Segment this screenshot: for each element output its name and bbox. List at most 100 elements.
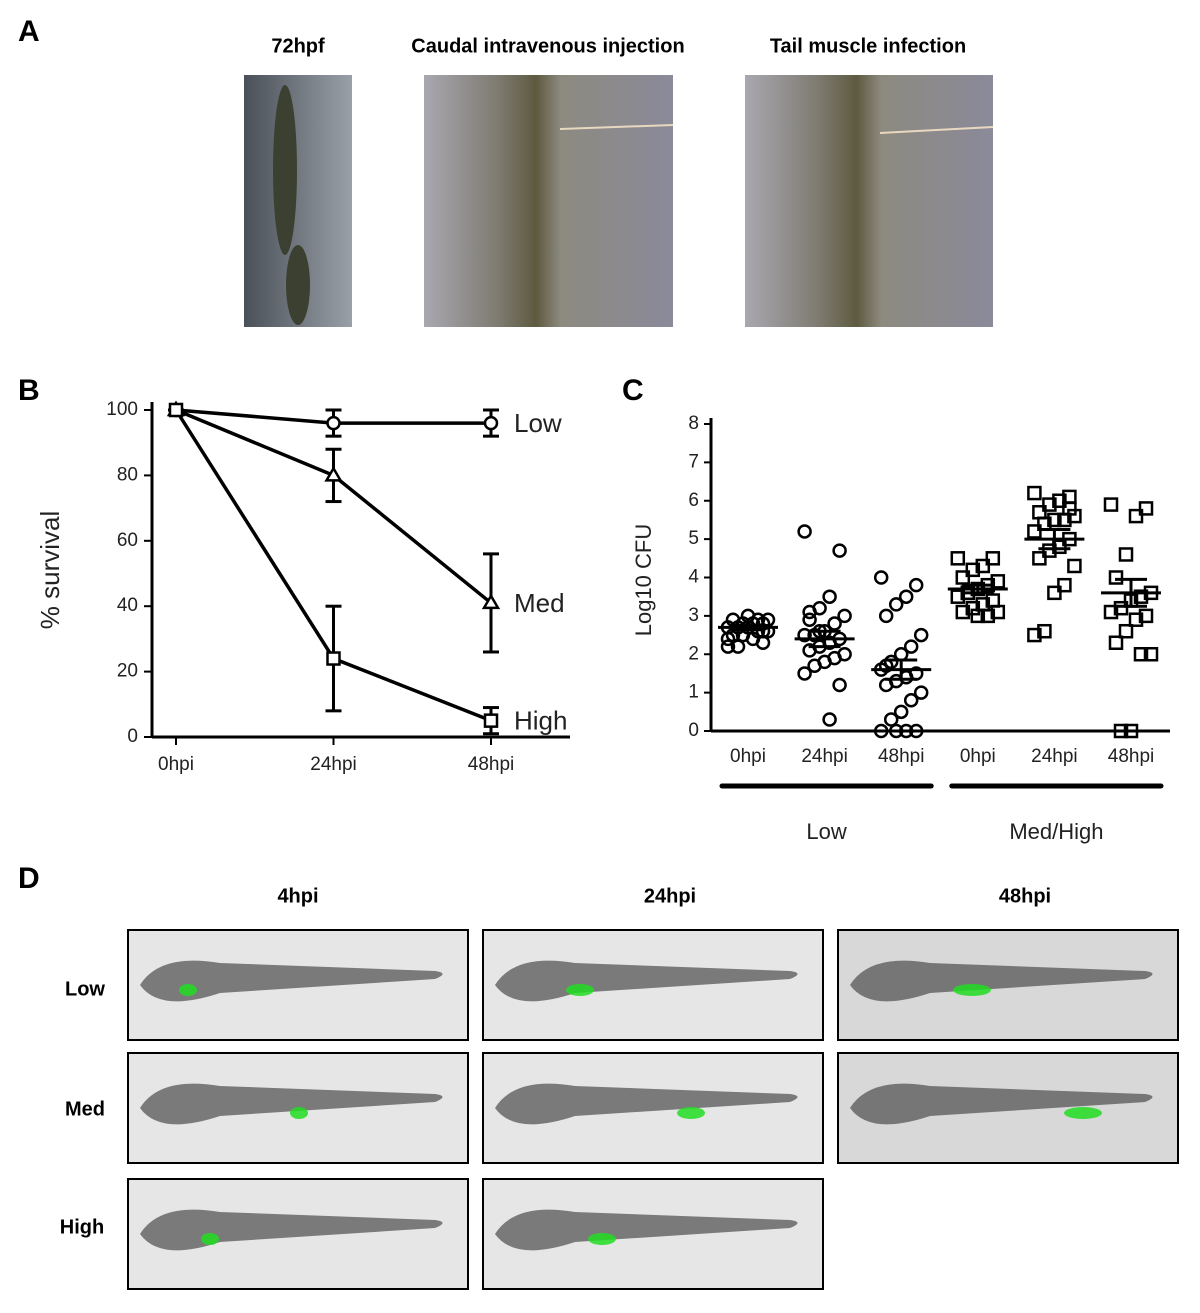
point [822, 589, 837, 604]
panel-letter: A [18, 15, 40, 48]
marker [326, 415, 341, 431]
point [730, 639, 746, 654]
x-tick-label: 48hpi [1108, 746, 1155, 767]
point [802, 643, 817, 658]
photo-detail [1064, 1107, 1102, 1119]
y-tick-label: 100 [106, 399, 138, 420]
y-tick-label: 1 [688, 682, 699, 703]
point [802, 612, 817, 627]
point [1067, 558, 1082, 574]
row-title: High [60, 1216, 104, 1238]
point [980, 608, 996, 624]
point [990, 604, 1006, 620]
point [802, 604, 817, 620]
point [760, 612, 776, 627]
point [1027, 627, 1042, 643]
point [893, 704, 909, 720]
point [913, 627, 929, 643]
x-tick-label: 0hpi [730, 746, 766, 767]
point [1133, 589, 1149, 604]
point [913, 685, 929, 700]
point [903, 639, 919, 654]
point [1108, 570, 1124, 585]
photo-detail [850, 960, 1153, 1002]
column-title: 24hpi [644, 885, 696, 907]
x-tick-label: 48hpi [468, 754, 515, 775]
point [888, 723, 904, 739]
photo-detail [290, 1107, 308, 1119]
point [975, 558, 991, 574]
point [888, 597, 904, 612]
column-title: 4hpi [277, 885, 318, 907]
series-label: Low [514, 408, 562, 438]
photo-detail [179, 984, 197, 996]
y-tick-label: 2 [688, 643, 699, 664]
point [908, 723, 924, 739]
point [1032, 551, 1047, 566]
photo-detail [273, 85, 297, 255]
point [1108, 635, 1124, 650]
point [797, 627, 812, 643]
point [807, 658, 822, 674]
point [797, 524, 812, 539]
image-title: 72hpf [271, 35, 325, 57]
point [985, 551, 1001, 566]
point [990, 574, 1006, 589]
point [883, 712, 899, 727]
x-tick-label: 24hpi [310, 754, 357, 775]
marker [483, 415, 499, 431]
y-tick-label: 40 [117, 595, 138, 616]
x-tick-label: 0hpi [158, 754, 194, 775]
marker [324, 465, 343, 482]
point [1103, 604, 1119, 620]
point [740, 608, 756, 624]
image-title: Tail muscle infection [770, 35, 966, 57]
marker [326, 651, 341, 666]
point [1143, 647, 1159, 662]
y-tick-label: 7 [688, 451, 699, 472]
point [950, 589, 966, 604]
series-label: High [514, 706, 567, 736]
point [1103, 497, 1119, 512]
x-tick-label: 48hpi [878, 746, 925, 767]
point [878, 608, 894, 624]
panel-letter: D [18, 862, 40, 895]
point [1047, 585, 1062, 601]
point [903, 693, 919, 708]
row-title: Low [65, 978, 105, 1000]
y-tick-label: 0 [127, 726, 138, 747]
panel-letter: C [622, 374, 644, 407]
point [720, 639, 736, 654]
photo-detail [495, 1083, 798, 1125]
photo [745, 75, 993, 327]
point [1052, 493, 1067, 508]
series-line [175, 408, 493, 605]
photo-detail [286, 245, 310, 325]
photo [424, 75, 673, 327]
point [1113, 600, 1129, 616]
x-tick-label: 24hpi [1031, 746, 1078, 767]
y-axis-label: Log10 CFU [631, 524, 656, 637]
point [1118, 547, 1134, 562]
y-tick-label: 5 [688, 528, 699, 549]
point [873, 570, 889, 585]
photo-detail [495, 1209, 798, 1251]
point [1113, 723, 1129, 739]
column-title: 48hpi [999, 885, 1051, 907]
y-tick-label: 6 [688, 490, 699, 511]
y-tick-label: 8 [688, 413, 699, 434]
marker [168, 402, 184, 418]
point [1027, 524, 1042, 539]
photo-detail [566, 984, 594, 996]
point [720, 631, 736, 647]
y-tick-label: 3 [688, 605, 699, 626]
needle [879, 126, 994, 134]
point [1057, 577, 1072, 593]
point [955, 604, 971, 620]
point [827, 616, 842, 631]
y-axis-label: % survival [35, 511, 65, 629]
photo-detail [677, 1107, 705, 1119]
y-tick-label: 80 [117, 464, 138, 485]
photo-detail [953, 984, 991, 996]
point [1138, 501, 1154, 516]
